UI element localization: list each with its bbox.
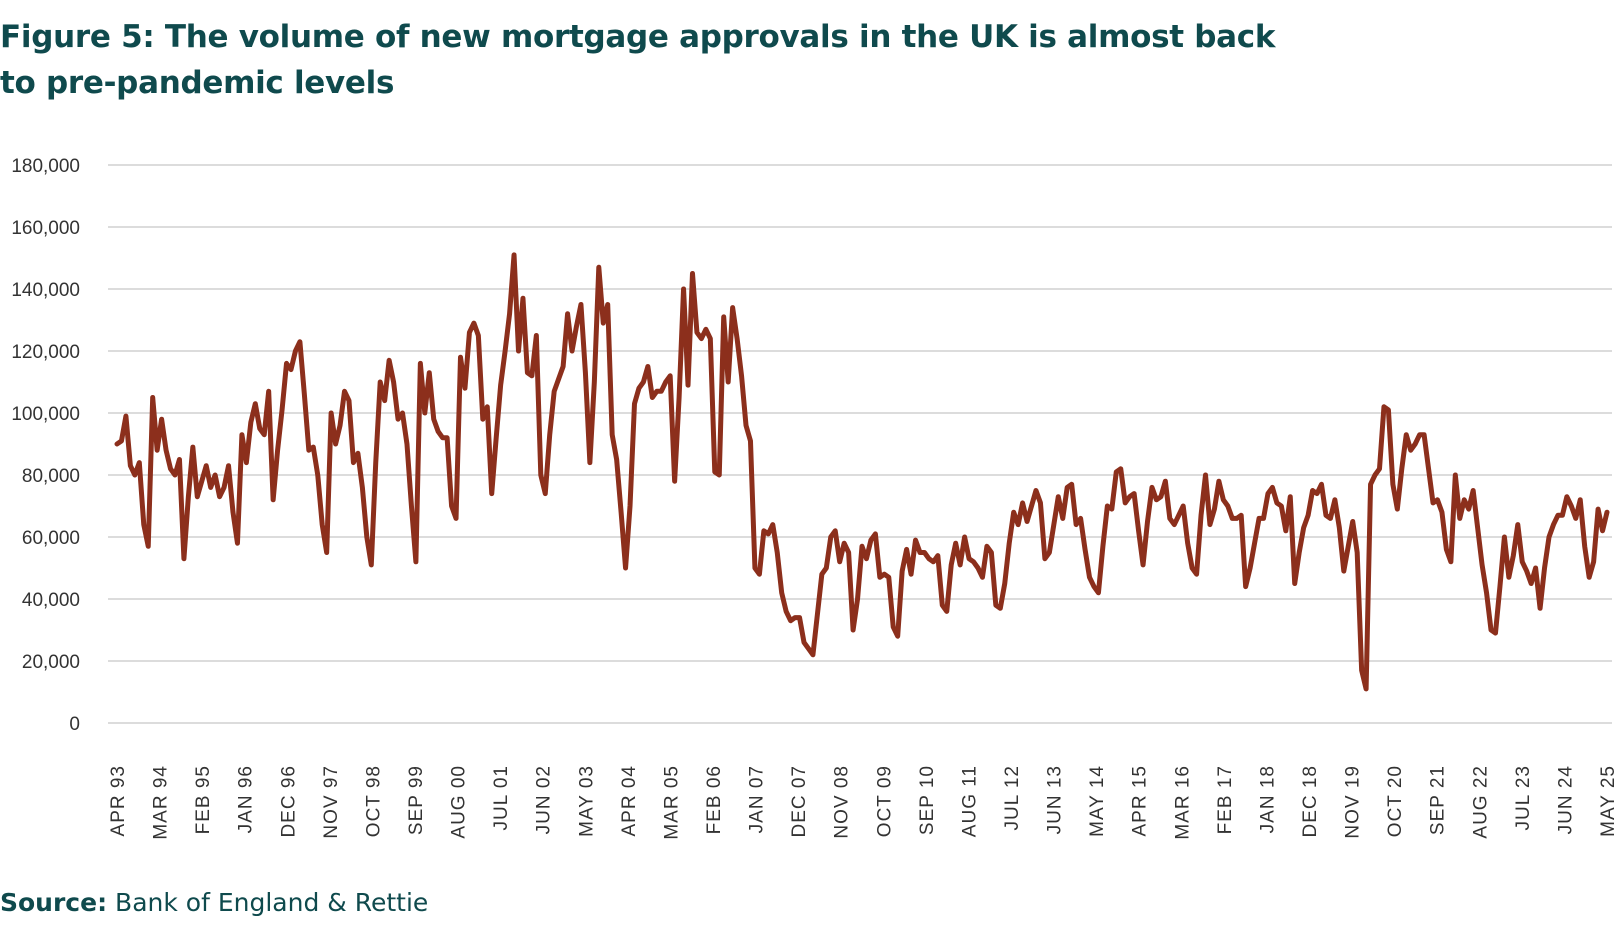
y-tick-label: 60,000 [22, 528, 80, 549]
x-tick-label: AUG 00 [449, 765, 470, 839]
y-tick-label: 140,000 [11, 280, 80, 301]
x-tick-label: APR 15 [1130, 765, 1151, 836]
x-tick-label: NOV 97 [321, 765, 342, 839]
y-tick-label: 40,000 [22, 590, 80, 611]
source-label: Source: [0, 888, 108, 917]
y-tick-label: 0 [69, 714, 80, 735]
x-tick-label: SEP 21 [1428, 765, 1449, 835]
x-tick-label: JUN 24 [1555, 765, 1576, 834]
x-tick-label: FEB 06 [704, 765, 725, 834]
x-tick-label: DEC 96 [278, 765, 299, 838]
x-tick-label: FEB 95 [193, 765, 214, 834]
x-tick-label: NOV 19 [1343, 765, 1364, 839]
x-tick-label: MAY 14 [1087, 765, 1108, 837]
x-tick-label: SEP 10 [917, 765, 938, 835]
y-tick-label: 180,000 [11, 156, 80, 177]
y-tick-label: 160,000 [11, 218, 80, 239]
x-tick-label: OCT 98 [363, 765, 384, 837]
x-tick-label: OCT 20 [1385, 765, 1406, 837]
y-tick-label: 100,000 [11, 404, 80, 425]
source-text: Bank of England & Rettie [115, 888, 429, 917]
source-note: Source: Bank of England & Rettie [0, 888, 428, 917]
series-layer [114, 252, 1610, 692]
x-tick-label: JUL 12 [1002, 765, 1023, 831]
x-tick-label: JUN 13 [1045, 765, 1066, 834]
x-tick-label: JUN 02 [534, 765, 555, 834]
x-axis-ticks: APR 93 MAR 94 FEB 95 JAN 96 DEC 96 NOV 97 OCT … [108, 765, 1618, 840]
x-tick-label: JAN 07 [747, 765, 768, 833]
x-tick-label: MAY 03 [576, 765, 597, 837]
series-line-mortgage-approvals [114, 252, 1610, 692]
x-tick-label: APR 93 [108, 765, 129, 836]
x-tick-label: JUL 23 [1513, 765, 1534, 831]
x-tick-label: JAN 96 [236, 765, 257, 833]
y-tick-label: 120,000 [11, 342, 80, 363]
x-tick-label: MAY 25 [1598, 765, 1618, 837]
x-tick-label: DEC 18 [1300, 765, 1321, 838]
x-tick-label: AUG 22 [1470, 765, 1491, 839]
x-tick-label: AUG 11 [959, 765, 980, 837]
chart-title: Figure 5: The volume of new mortgage app… [0, 19, 1276, 101]
y-axis-ticks: 180,000 160,000 140,000 120,000 100,000 80,00… [11, 156, 80, 735]
x-tick-label: APR 04 [619, 765, 640, 836]
x-tick-label: MAR 05 [661, 765, 682, 840]
x-tick-label: NOV 08 [832, 765, 853, 839]
x-tick-label: DEC 07 [789, 765, 810, 838]
x-tick-label: MAR 94 [151, 765, 172, 840]
x-tick-label: MAR 16 [1172, 765, 1193, 840]
y-tick-label: 80,000 [22, 466, 80, 487]
x-tick-label: OCT 09 [874, 765, 895, 837]
x-tick-label: FEB 17 [1215, 765, 1236, 834]
y-tick-label: 20,000 [22, 652, 80, 673]
x-tick-label: JUL 01 [491, 765, 512, 831]
x-tick-label: SEP 99 [406, 765, 427, 835]
line-chart: 180,000 160,000 140,000 120,000 100,000 80,00… [11, 156, 1618, 840]
x-tick-label: JAN 18 [1257, 765, 1278, 833]
